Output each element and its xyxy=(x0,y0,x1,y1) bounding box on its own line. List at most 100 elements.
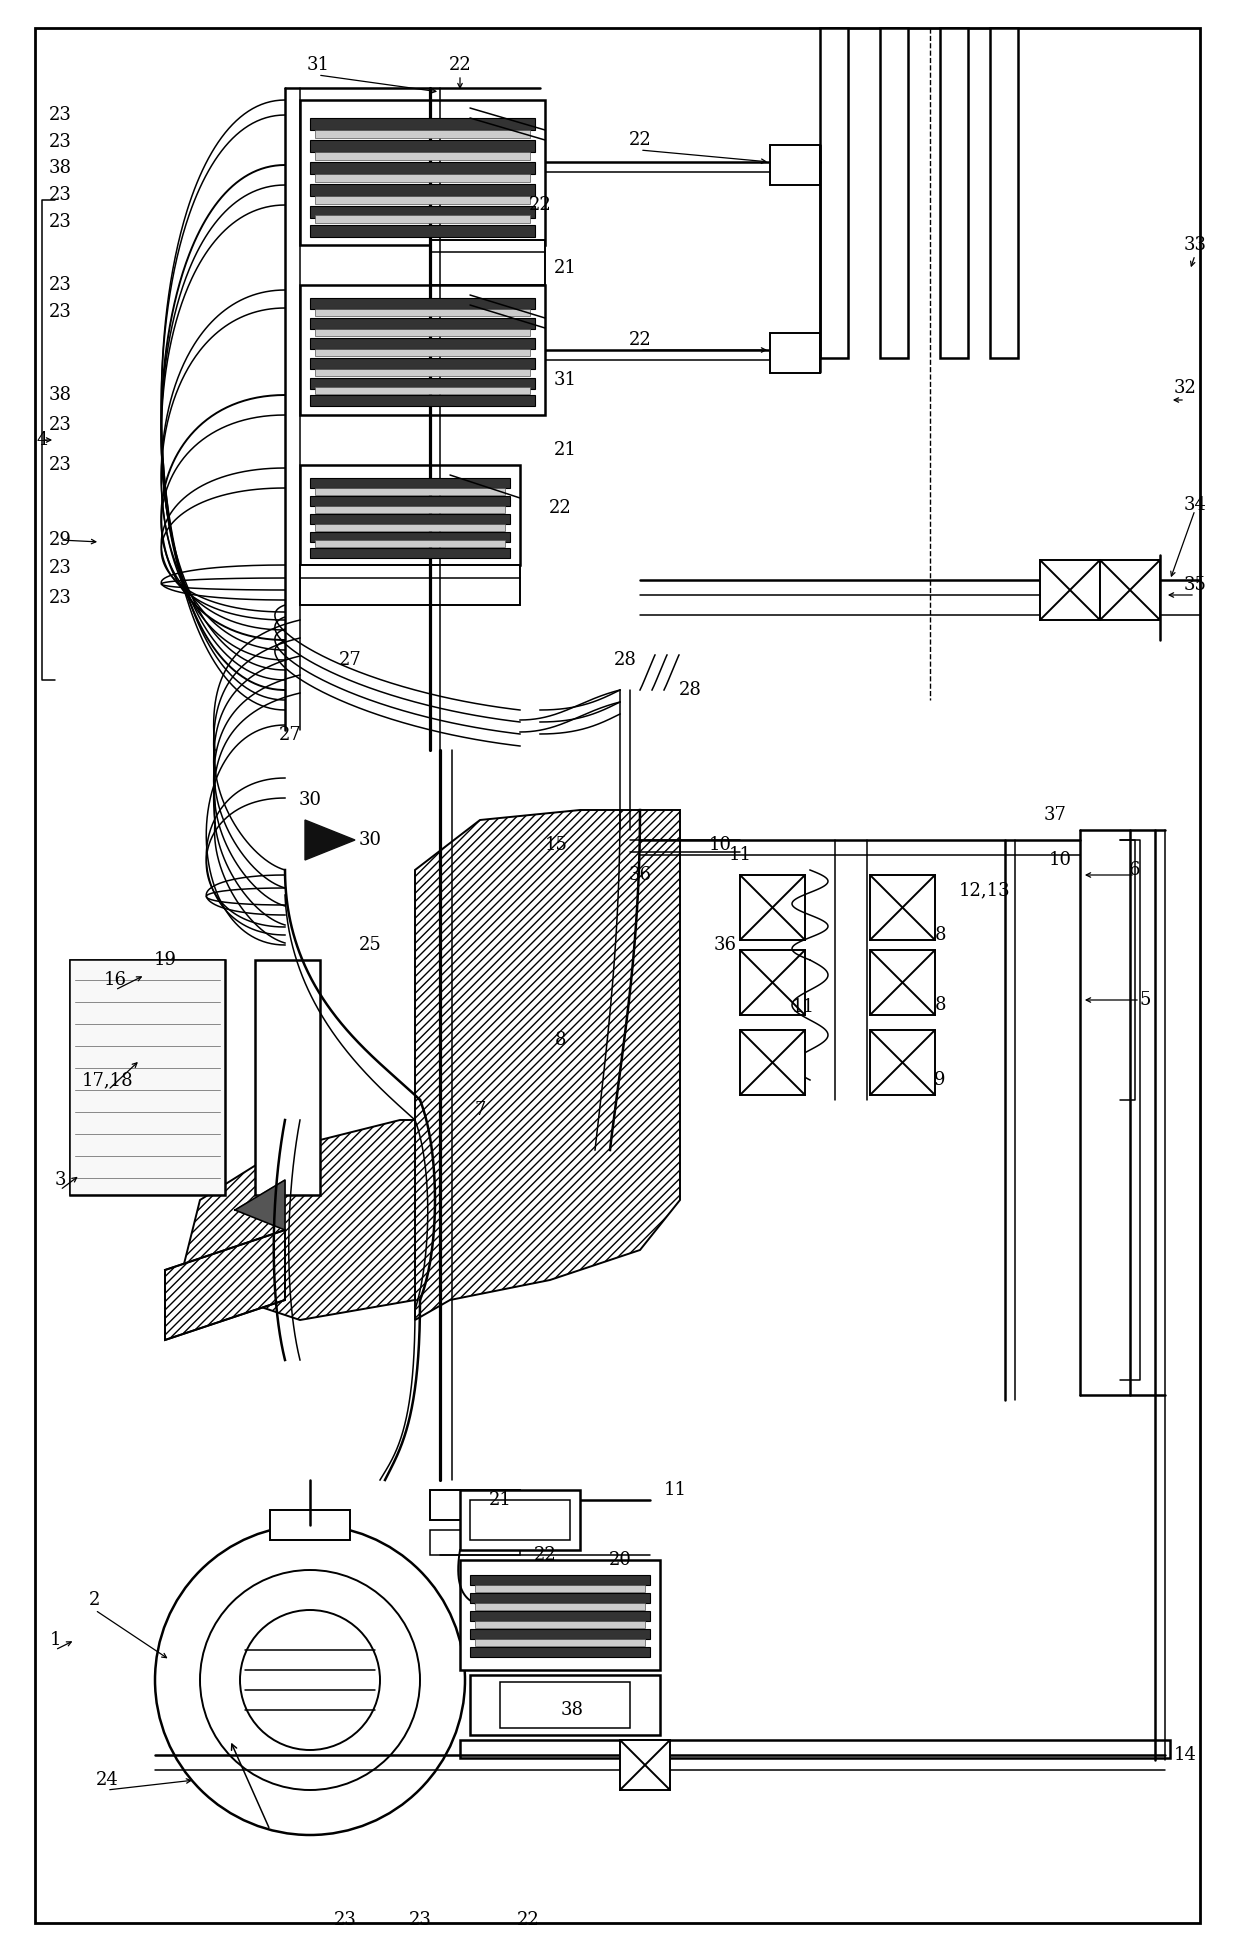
Text: 5: 5 xyxy=(1140,991,1151,1008)
Text: 11: 11 xyxy=(729,846,751,864)
Text: 37: 37 xyxy=(1044,805,1066,825)
Text: 16: 16 xyxy=(103,971,126,989)
Bar xyxy=(69,959,224,1195)
Text: 17,18: 17,18 xyxy=(82,1071,134,1088)
Bar xyxy=(300,285,546,415)
Text: 11: 11 xyxy=(663,1480,687,1500)
Bar xyxy=(315,369,529,376)
Bar xyxy=(1100,560,1159,620)
Text: 38: 38 xyxy=(560,1700,584,1720)
Bar xyxy=(870,876,935,940)
Text: 36: 36 xyxy=(713,936,737,954)
Bar xyxy=(310,298,534,308)
Text: 23: 23 xyxy=(48,456,72,474)
Text: 22: 22 xyxy=(533,1546,557,1564)
Text: 23: 23 xyxy=(48,277,72,294)
Bar xyxy=(255,959,320,1195)
Bar xyxy=(310,478,510,488)
Bar xyxy=(310,396,534,406)
Bar xyxy=(310,378,534,388)
Bar xyxy=(300,566,520,604)
Bar xyxy=(315,488,505,495)
Text: 21: 21 xyxy=(489,1492,511,1509)
Text: 23: 23 xyxy=(48,560,72,577)
Text: 28: 28 xyxy=(678,681,702,698)
Text: 14: 14 xyxy=(1173,1745,1197,1765)
Bar xyxy=(460,1560,660,1669)
Text: 19: 19 xyxy=(154,952,176,969)
Bar xyxy=(310,224,534,238)
Bar xyxy=(880,27,908,359)
Bar xyxy=(270,1509,350,1540)
Text: 25: 25 xyxy=(358,936,382,954)
Bar xyxy=(310,515,510,525)
Bar xyxy=(470,1611,650,1620)
Text: 23: 23 xyxy=(48,105,72,125)
Text: 24: 24 xyxy=(95,1771,118,1788)
Text: 1: 1 xyxy=(50,1630,61,1650)
Text: 10: 10 xyxy=(708,837,732,854)
Bar xyxy=(315,386,529,394)
Circle shape xyxy=(241,1611,379,1749)
Bar xyxy=(310,318,534,330)
Bar xyxy=(430,1490,520,1519)
Bar xyxy=(740,1030,805,1096)
Bar xyxy=(69,959,224,1195)
Bar xyxy=(315,308,529,316)
Bar xyxy=(460,1739,1171,1759)
Bar xyxy=(315,330,529,335)
Bar xyxy=(470,1500,570,1540)
Text: 29: 29 xyxy=(48,530,72,550)
Bar xyxy=(1040,560,1100,620)
Bar xyxy=(770,333,820,372)
Text: 22: 22 xyxy=(629,332,651,349)
Bar xyxy=(310,207,534,218)
Bar xyxy=(740,950,805,1016)
Bar xyxy=(310,359,534,369)
Text: 22: 22 xyxy=(629,131,651,148)
Text: 7: 7 xyxy=(475,1102,486,1119)
Text: 8: 8 xyxy=(554,1032,565,1049)
Text: 31: 31 xyxy=(306,57,330,74)
Bar xyxy=(315,349,529,357)
Bar xyxy=(315,197,529,205)
Text: 23: 23 xyxy=(48,302,72,322)
Bar xyxy=(470,1593,650,1603)
Bar xyxy=(310,548,510,558)
Bar xyxy=(470,1576,650,1585)
Text: 28: 28 xyxy=(614,651,636,669)
Bar xyxy=(470,1628,650,1640)
Text: 21: 21 xyxy=(553,259,577,277)
Bar xyxy=(300,99,546,246)
Bar xyxy=(475,1603,645,1611)
Text: 38: 38 xyxy=(48,386,72,404)
Text: 31: 31 xyxy=(553,370,577,388)
Bar xyxy=(475,1620,645,1628)
Bar xyxy=(430,1531,520,1554)
Text: 30: 30 xyxy=(299,792,321,809)
Bar xyxy=(990,27,1018,359)
Bar xyxy=(310,140,534,152)
Text: 9: 9 xyxy=(934,1071,946,1088)
Bar xyxy=(475,1585,645,1591)
Text: 23: 23 xyxy=(408,1911,432,1929)
Bar xyxy=(500,1683,630,1728)
Text: 22: 22 xyxy=(517,1911,539,1929)
Bar xyxy=(315,174,529,181)
Bar xyxy=(310,119,534,131)
Bar xyxy=(315,525,505,530)
Text: 23: 23 xyxy=(48,133,72,150)
Text: 12,13: 12,13 xyxy=(960,881,1011,899)
Text: 8: 8 xyxy=(934,996,946,1014)
Text: 32: 32 xyxy=(1173,378,1197,398)
Bar xyxy=(310,183,534,197)
Text: 11: 11 xyxy=(791,998,815,1016)
Bar xyxy=(870,1030,935,1096)
Polygon shape xyxy=(236,1180,285,1230)
Text: 22: 22 xyxy=(449,57,471,74)
Text: 10: 10 xyxy=(1049,850,1071,870)
Text: 15: 15 xyxy=(544,837,568,854)
Text: 38: 38 xyxy=(48,160,72,177)
Text: 27: 27 xyxy=(279,725,301,745)
Polygon shape xyxy=(305,821,355,860)
